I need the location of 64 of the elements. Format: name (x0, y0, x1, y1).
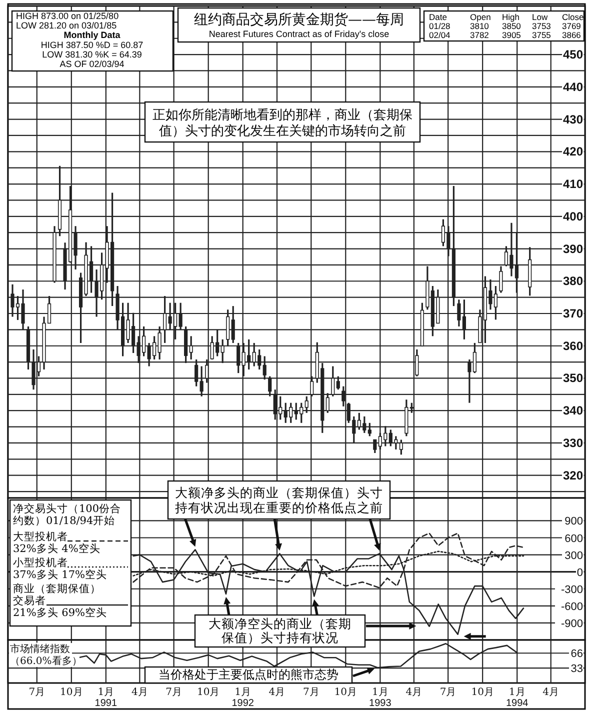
text: 商业（套期保值）交易者 (13, 583, 101, 607)
y-tick-label: 330 (562, 436, 584, 450)
text: 小型投机者 (13, 557, 68, 569)
y-tick-label: 430 (562, 112, 584, 126)
y-tick-label: 370 (562, 306, 584, 320)
x-tick-label: 10月 (334, 687, 358, 698)
y-tick-label: 400 (562, 209, 584, 224)
y-tick-label: 420 (562, 144, 584, 159)
x-tick-label: 1月 1994 (506, 687, 529, 709)
y-tick-label: 900 (564, 516, 583, 528)
quote-table: Date Open High Low Close 01/28 3810 3850 3753 3769 02/04 3782 3905 3755 3866 (423, 10, 585, 42)
legend-title: 净交易头寸（100份合约数）01/18/94开始 (13, 502, 122, 527)
x-tick-label: 1月 1992 (232, 687, 254, 709)
y-tick-label: 33 (570, 663, 583, 676)
x-tick-label: 4月 (542, 687, 560, 698)
y-tick-label: 320 (562, 468, 584, 482)
annotation: HIGH 387.50 %D = 60.87 (40, 40, 144, 50)
y-tick-label: 300 (564, 550, 583, 562)
y-tick-label: 360 (562, 338, 584, 353)
y-tick-label: 390 (562, 242, 584, 256)
annotation: 大额净多头的商业（套期保值）头寸持有状况出现在重要的价格低点之前 (175, 485, 383, 515)
annotation: 大额净空头的商业（套期保值）头寸持有状况 (208, 616, 352, 646)
x-tick-label: 1月 1991 (94, 687, 118, 709)
y-tick-label: 410 (562, 177, 584, 192)
annotation: LOW 281.20 on 03/01/85 (16, 20, 117, 31)
annotation: AS OF 02/03/94 (60, 59, 124, 69)
annotation: 21%多头 69%空头 (13, 606, 108, 619)
annotation: LOW 381.30 %K = 64.39 (42, 49, 142, 60)
x-tick-label: 4月 (131, 687, 148, 698)
annotation: HIGH 873.00 on 01/25/80 (16, 11, 119, 21)
y-tick-label: 380 (562, 274, 584, 288)
x-tick-label: 10月 (471, 687, 494, 698)
text: 大型投机者 (13, 531, 68, 543)
annotation: Monthly Data (64, 30, 122, 40)
y-tick-label: 600 (564, 532, 583, 545)
chart-title: 纽约商品交易所黄金期货——每周 (194, 12, 404, 28)
annotation: 当价格处于主要低点时的熊市态势 (158, 668, 338, 682)
x-tick-label: 7月 (440, 687, 456, 698)
header-box: 纽约商品交易所黄金期货——每周 Nearest Futures Contract as of Friday's close (177, 7, 421, 43)
note-box: 当价格处于主要低点时的熊市态势 (144, 666, 353, 684)
x-tick-label: 7月 (302, 687, 320, 698)
y-tick-label: 450 (562, 48, 584, 62)
x-tick-label: 7月 (28, 687, 46, 698)
x-tick-label: 7月 (166, 687, 182, 698)
note-box: 大额净多头的商业（套期保值）头寸持有状况出现在重要的价格低点之前 (167, 480, 391, 520)
x-tick-label: 10月 (196, 687, 220, 698)
annotation: 正如你所能清晰地看到的那样，商业（套期保值）头寸的变化发生在关键的市场转向之前 (152, 108, 412, 139)
annotation: 37%多头 17%空头 (13, 568, 108, 581)
x-tick-label: 1月 1993 (369, 687, 392, 709)
y-tick-label: 340 (562, 404, 584, 418)
x-tick-label: 4月 (268, 687, 286, 698)
y-tick-label: -900 (560, 618, 583, 630)
y-tick-label: -300 (560, 584, 583, 596)
note-box: 大额净空头的商业（套期保值）头寸持有状况 (194, 614, 366, 648)
y-tick-label: -600 (560, 600, 583, 613)
y-tick-label: 350 (562, 371, 584, 386)
y-tick-label: 0 (576, 566, 583, 579)
annotation: 32%多头 4%空头 (13, 542, 100, 555)
y-tick-label: 66 (570, 648, 583, 660)
text: 市场情绪指数（66.0%看多） (10, 643, 82, 667)
note-box: 正如你所能清晰地看到的那样，商业（套期保值）头寸的变化发生在关键的市场转向之前 (144, 101, 421, 143)
x-tick-label: 4月 (406, 687, 422, 698)
x-tick-label: 10月 (60, 687, 83, 698)
y-tick-label: 440 (562, 80, 584, 94)
